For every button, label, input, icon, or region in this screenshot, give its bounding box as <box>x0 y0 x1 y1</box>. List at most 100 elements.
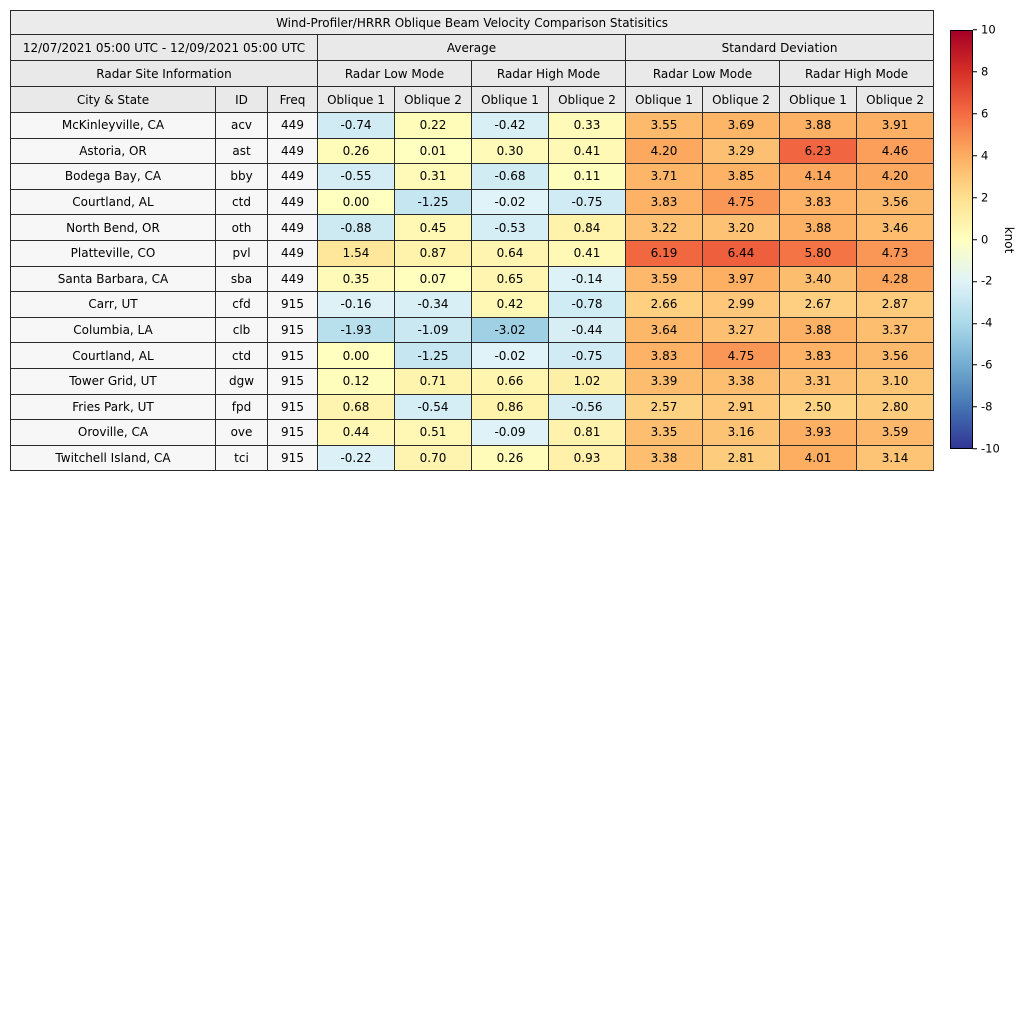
value-cell: 4.73 <box>855 239 935 267</box>
freq-cell: 449 <box>267 265 318 293</box>
value-cell: -0.02 <box>471 188 549 216</box>
id-cell: acv <box>215 112 268 139</box>
table-row: Astoria, OR ast 449 0.26 0.01 0.30 0.41 4.20 3.2… <box>10 137 935 165</box>
id-cell: clb <box>215 316 268 344</box>
value-cell: -1.93 <box>317 316 395 344</box>
freq-cell: 915 <box>267 342 318 369</box>
colorbar-tickmark <box>973 29 977 31</box>
table-row: Tower Grid, UT dgw 915 0.12 0.71 0.66 1.02 3.39… <box>10 367 935 395</box>
table-row: Columbia, LA clb 915 -1.93 -1.09 -3.02 -0.44 3.… <box>10 316 935 344</box>
value-cell: 3.46 <box>855 214 935 241</box>
value-cell: 2.67 <box>779 291 857 318</box>
value-cell: -0.75 <box>548 342 626 369</box>
colorbar-tickmark <box>973 280 977 282</box>
value-cell: -1.25 <box>394 188 472 216</box>
value-cell: 3.91 <box>855 112 935 139</box>
colorbar-tickmark <box>973 448 977 450</box>
colorbar-tickmark <box>973 113 977 115</box>
id-cell: sba <box>215 265 268 293</box>
value-cell: 3.16 <box>702 419 780 446</box>
colorbar-tick: -8 <box>973 401 992 413</box>
freq-cell: 915 <box>267 419 318 446</box>
freq-cell: 915 <box>267 291 318 318</box>
colorbar-tick: 6 <box>973 108 988 120</box>
value-cell: -0.22 <box>317 444 395 472</box>
city-cell: Oroville, CA <box>10 419 216 446</box>
value-cell: 3.93 <box>779 419 857 446</box>
value-cell: 4.01 <box>779 444 857 472</box>
value-cell: 3.83 <box>625 188 703 216</box>
value-cell: 0.33 <box>548 112 626 139</box>
value-cell: 3.83 <box>779 342 857 369</box>
value-cell: 2.81 <box>702 444 780 472</box>
colorbar-tickmark <box>973 406 977 408</box>
colorbar-tick-label: -2 <box>981 273 993 288</box>
city-cell: Columbia, LA <box>10 316 216 344</box>
value-cell: -0.02 <box>471 342 549 369</box>
std-low-mode-header: Radar Low Mode <box>625 60 780 87</box>
value-cell: -0.14 <box>548 265 626 293</box>
value-cell: 3.10 <box>855 367 935 395</box>
colorbar-tickmark <box>973 364 977 366</box>
value-cell: 3.56 <box>855 342 935 369</box>
colorbar-tick: 10 <box>973 24 996 36</box>
value-cell: 1.54 <box>317 239 395 267</box>
freq-cell: 449 <box>267 188 318 216</box>
value-cell: 0.81 <box>548 419 626 446</box>
table-row: Bodega Bay, CA bby 449 -0.55 0.31 -0.68 0.11 3.… <box>10 163 935 190</box>
id-cell: ctd <box>215 342 268 369</box>
value-cell: 0.30 <box>471 137 549 165</box>
colorbar-label: knot <box>1002 226 1016 253</box>
col-header-oblique1: Oblique 1 <box>317 86 395 113</box>
value-cell: -1.25 <box>394 342 472 369</box>
colorbar-tick-label: 2 <box>981 189 989 204</box>
colorbar-tickmark <box>973 197 977 199</box>
value-cell: -0.75 <box>548 188 626 216</box>
value-cell: 0.42 <box>471 291 549 318</box>
value-cell: -0.88 <box>317 214 395 241</box>
value-cell: 3.39 <box>625 367 703 395</box>
colorbar-tick-label: -10 <box>981 441 1000 456</box>
colorbar-tick-label: -4 <box>981 315 993 330</box>
city-cell: Astoria, OR <box>10 137 216 165</box>
date-range: 12/07/2021 05:00 UTC - 12/09/2021 05:00 … <box>10 34 318 61</box>
city-cell: Platteville, CO <box>10 239 216 267</box>
col-header-oblique2: Oblique 2 <box>548 86 626 113</box>
value-cell: 0.70 <box>394 444 472 472</box>
value-cell: 3.83 <box>779 188 857 216</box>
city-cell: Fries Park, UT <box>10 393 216 421</box>
value-cell: -0.09 <box>471 419 549 446</box>
value-cell: 4.14 <box>779 163 857 190</box>
colorbar-tick-label: -6 <box>981 357 993 372</box>
value-cell: 4.46 <box>855 137 935 165</box>
value-cell: -0.34 <box>394 291 472 318</box>
group-header-average: Average <box>317 34 626 61</box>
table-row: Santa Barbara, CA sba 449 0.35 0.07 0.65 -0.14… <box>10 265 935 293</box>
id-cell: bby <box>215 163 268 190</box>
colorbar-tickmark <box>973 71 977 73</box>
table-row: Courtland, AL ctd 915 0.00 -1.25 -0.02 -0.75 3.… <box>10 342 935 369</box>
col-header-id: ID <box>215 86 268 113</box>
colorbar-tickmark <box>973 239 977 240</box>
avg-low-mode-header: Radar Low Mode <box>317 60 472 87</box>
value-cell: -0.74 <box>317 112 395 139</box>
city-cell: McKinleyville, CA <box>10 112 216 139</box>
value-cell: 0.22 <box>394 112 472 139</box>
value-cell: 3.83 <box>625 342 703 369</box>
colorbar-tick-label: 8 <box>981 64 989 79</box>
value-cell: 0.84 <box>548 214 626 241</box>
col-header-oblique2: Oblique 2 <box>394 86 472 113</box>
value-cell: 0.44 <box>317 419 395 446</box>
value-cell: 0.41 <box>548 239 626 267</box>
freq-cell: 449 <box>267 214 318 241</box>
avg-high-mode-header: Radar High Mode <box>471 60 626 87</box>
value-cell: 0.12 <box>317 367 395 395</box>
value-cell: 0.64 <box>471 239 549 267</box>
value-cell: 0.93 <box>548 444 626 472</box>
value-cell: 3.29 <box>702 137 780 165</box>
table-row: Carr, UT cfd 915 -0.16 -0.34 0.42 -0.78 2.66 2.9… <box>10 291 935 318</box>
freq-cell: 449 <box>267 163 318 190</box>
value-cell: -0.68 <box>471 163 549 190</box>
value-cell: 2.50 <box>779 393 857 421</box>
